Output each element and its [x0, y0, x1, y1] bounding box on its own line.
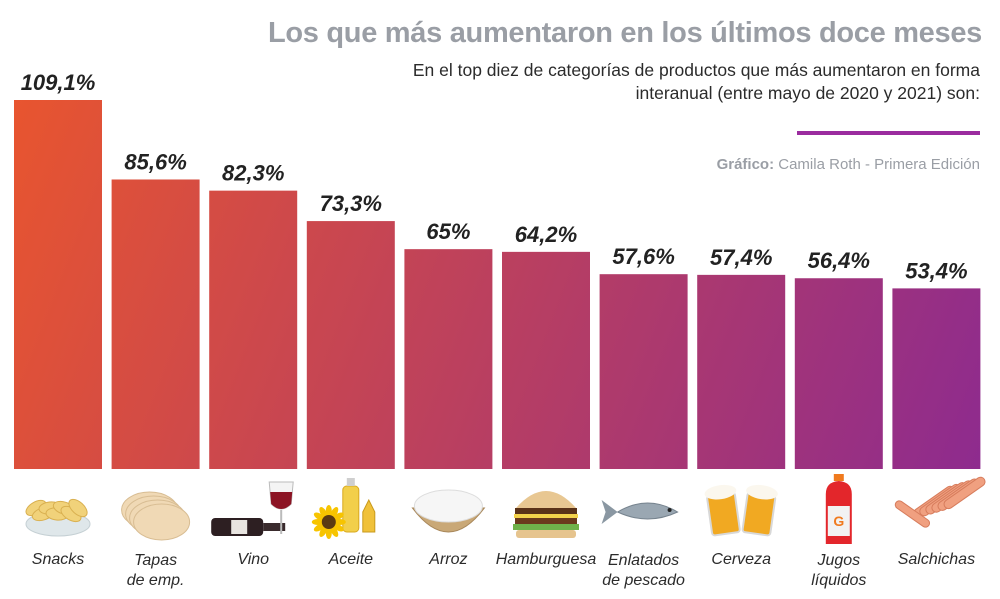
accent-divider — [797, 131, 980, 135]
svg-text:G: G — [833, 513, 844, 529]
chips-bowl-icon — [25, 498, 91, 537]
rice-bowl-icon — [411, 489, 486, 533]
category-label-line: Tapas — [134, 552, 178, 569]
chart-title: Los que más aumentaron en los últimos do… — [267, 17, 982, 49]
beer-mugs-icon — [704, 484, 778, 537]
category-label-line: Cerveza — [711, 551, 771, 568]
chart-credit: Gráfico: Camila Roth - Primera Edición — [717, 156, 980, 173]
category-label: Snacks — [3, 550, 113, 570]
value-label: 56,4% — [808, 248, 870, 273]
credit-label: Gráfico: — [716, 156, 775, 173]
bar-4 — [306, 221, 395, 469]
hamburger-icon — [513, 491, 579, 538]
value-label: 65% — [426, 219, 470, 244]
value-label: 82,3% — [222, 161, 284, 186]
sausages-icon — [894, 476, 986, 528]
category-label: Salchichas — [881, 550, 991, 570]
credit-text: Camila Roth - Primera Edición — [774, 156, 980, 173]
bar-6 — [502, 251, 590, 469]
category-label: Jugos líquidos — [784, 551, 894, 591]
category-label-line: de pescado — [602, 572, 685, 589]
value-label: 57,6% — [612, 244, 674, 269]
category-label-line: Aceite — [328, 551, 374, 568]
value-label: 57,4% — [710, 245, 772, 270]
category-label: Tapas de emp. — [101, 551, 211, 591]
bar-1 — [14, 100, 102, 469]
bars-group — [14, 100, 981, 470]
empanada-wrappers-icon — [121, 491, 191, 541]
category-label: Hamburguesa — [491, 550, 601, 570]
category-label: Arroz — [393, 550, 503, 570]
value-label: 64,2% — [515, 222, 577, 247]
bar-2 — [111, 179, 200, 470]
category-label-line: Arroz — [429, 551, 468, 568]
category-label: Aceite — [296, 550, 406, 570]
icons-group: G — [25, 474, 986, 544]
category-label-line: Jugos — [817, 552, 861, 569]
category-label: Vino — [198, 550, 308, 570]
wine-bottle-glass-icon — [211, 481, 294, 536]
bar-3 — [209, 190, 298, 470]
value-label: 85,6% — [124, 149, 186, 174]
category-label-line: Enlatados — [608, 552, 680, 569]
bar-8 — [697, 274, 786, 469]
value-label: 53,4% — [905, 258, 967, 283]
bar-10 — [892, 288, 981, 469]
chart-subtitle: En el top diez de categorías de producto… — [412, 60, 980, 103]
category-label-line: Vino — [237, 551, 270, 568]
category-label-line: Snacks — [31, 551, 85, 568]
bar-5 — [404, 249, 493, 469]
category-label-line: Salchichas — [897, 551, 976, 568]
category-label-line: líquidos — [811, 572, 867, 589]
value-label: 73,3% — [320, 191, 382, 216]
value-label: 109,1% — [21, 70, 96, 95]
value-labels-group: 109,1% 85,6% 82,3% 73,3% 65% 64,2% 57,6% 57,4% 5… — [21, 70, 968, 283]
bar-9 — [794, 278, 883, 469]
category-label-line: Hamburguesa — [495, 551, 597, 568]
oil-bottles-sunflower-icon — [311, 478, 376, 539]
sports-drink-bottle-icon: G — [825, 474, 852, 544]
fish-icon — [601, 500, 679, 524]
category-label: Cerveza — [686, 550, 796, 570]
category-label: Enlatados de pescado — [589, 551, 699, 591]
bar-7 — [599, 274, 688, 469]
category-label-line: de emp. — [126, 572, 185, 589]
